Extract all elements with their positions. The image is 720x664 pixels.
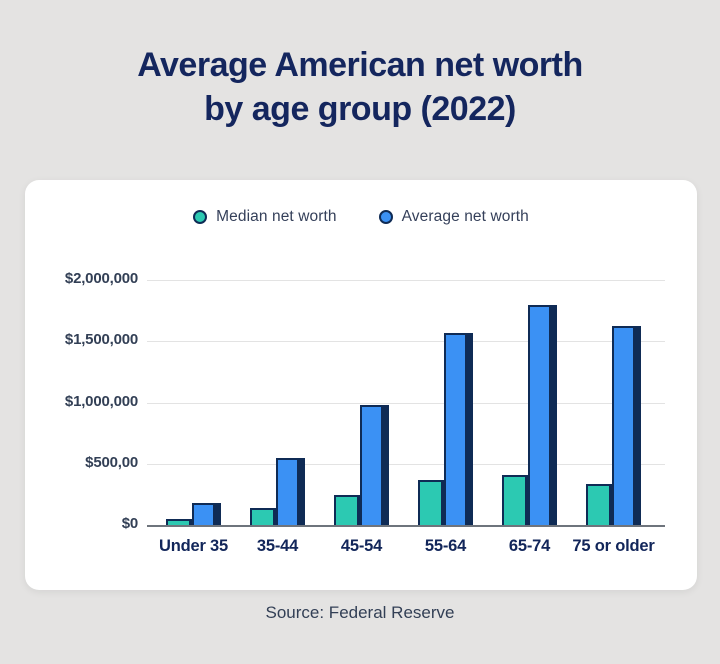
legend-item-average: Average net worth xyxy=(378,208,529,226)
bar-chart: $2,000,000 $1,500,000 $1,000,000 $500,00 $0 U… xyxy=(25,180,697,590)
bar-median-4 xyxy=(418,480,444,525)
median-dot-icon xyxy=(193,210,208,224)
page-title: Average American net worth by age group (… xyxy=(0,44,720,131)
x-axis-label: 55-64 xyxy=(424,537,467,555)
x-axis-label: Under 35 xyxy=(158,537,229,555)
bar-average-1 xyxy=(192,503,221,525)
bar-average-4 xyxy=(444,333,473,525)
x-axis-label: 45-54 xyxy=(340,537,383,555)
x-axis-label: 35-44 xyxy=(256,537,299,555)
bar-average-2 xyxy=(276,458,305,525)
chart-card: Median net worth Average net worth $2,00… xyxy=(25,180,697,590)
gridline xyxy=(147,341,665,343)
y-axis-tick-label: $2,000,000 xyxy=(64,270,138,287)
source-caption: Source: Federal Reserve xyxy=(265,603,455,622)
legend-label-average: Average net worth xyxy=(401,208,529,225)
y-axis-tick-label: $500,00 xyxy=(85,453,138,471)
bar-average-6 xyxy=(612,326,641,525)
y-axis-tick-label: $0 xyxy=(121,515,138,532)
bar-average-5 xyxy=(528,305,557,525)
gridline xyxy=(147,280,665,281)
title-line-2: by age group (2022) xyxy=(204,89,516,128)
bar-median-2 xyxy=(250,508,276,525)
x-axis-label: 75 or older xyxy=(572,537,655,555)
bar-median-6 xyxy=(586,484,612,525)
gridline xyxy=(147,463,665,465)
y-axis-tick-label: $1,000,000 xyxy=(64,392,138,410)
chart-legend: Median net worth Average net worth xyxy=(25,208,697,226)
average-dot-icon xyxy=(378,210,393,224)
bar-median-1 xyxy=(166,519,192,525)
legend-label-median: Median net worth xyxy=(216,208,337,225)
bar-median-3 xyxy=(334,495,360,525)
x-axis-label: 65-74 xyxy=(508,537,551,555)
x-axis-line xyxy=(147,525,665,527)
title-line-1: Average American net worth xyxy=(137,46,583,84)
bar-median-5 xyxy=(502,475,528,525)
bar-average-3 xyxy=(360,405,389,525)
legend-item-median: Median net worth xyxy=(193,208,337,226)
gridline xyxy=(147,402,665,404)
y-axis-tick-label: $1,500,000 xyxy=(64,331,138,349)
